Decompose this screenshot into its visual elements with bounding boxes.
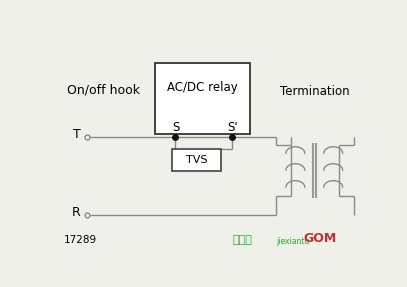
- Text: TVS: TVS: [186, 155, 208, 165]
- Text: GOM: GOM: [303, 232, 337, 245]
- Text: jiexiantu: jiexiantu: [276, 236, 310, 246]
- Text: Termination: Termination: [280, 86, 349, 98]
- Bar: [172, 149, 221, 171]
- Text: S': S': [227, 121, 238, 134]
- Text: R: R: [72, 206, 81, 219]
- Bar: [155, 63, 249, 134]
- Text: S: S: [172, 121, 179, 134]
- Text: On/off hook: On/off hook: [67, 83, 140, 96]
- Text: T: T: [73, 129, 81, 141]
- Text: AC/DC relay: AC/DC relay: [167, 81, 238, 94]
- Text: 17289: 17289: [63, 235, 96, 245]
- Text: 接线图: 接线图: [232, 235, 252, 245]
